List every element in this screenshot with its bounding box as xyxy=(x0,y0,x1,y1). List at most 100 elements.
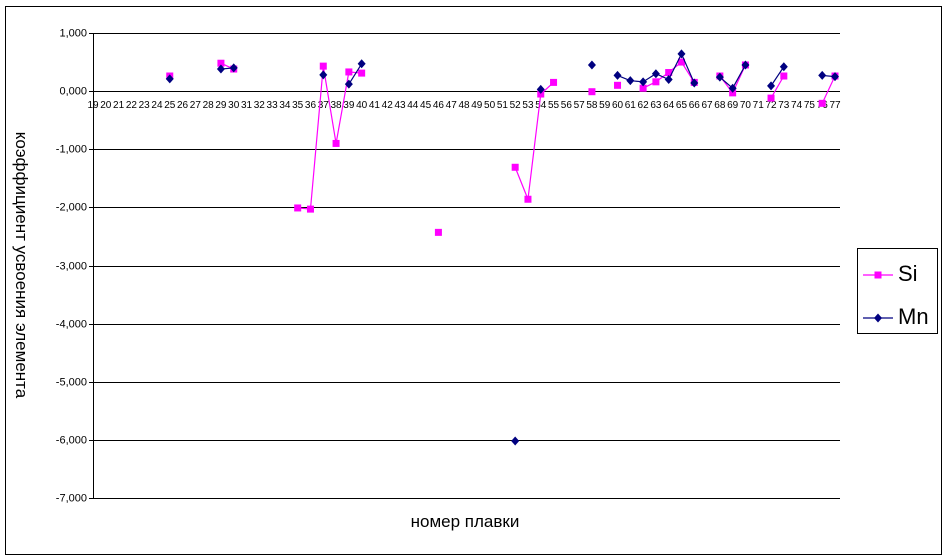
data-point xyxy=(613,70,622,80)
legend xyxy=(857,248,938,334)
x-tick-label: 25 xyxy=(164,100,176,111)
x-tick-label: 35 xyxy=(292,100,304,111)
x-tick-label: 32 xyxy=(254,100,266,111)
x-tick-label: 37 xyxy=(318,100,330,111)
y-axis-title: коэффициент усвоения элемента xyxy=(12,132,31,399)
data-point xyxy=(165,74,174,84)
x-tick-label: 41 xyxy=(369,100,381,111)
data-point xyxy=(690,78,699,88)
x-tick-label: 20 xyxy=(100,100,112,111)
x-tick-label: 40 xyxy=(356,100,368,111)
x-tick-label: 47 xyxy=(446,100,458,111)
data-point xyxy=(614,81,622,89)
x-tick-label: 27 xyxy=(190,100,202,111)
data-point xyxy=(306,205,314,213)
x-tick-label: 72 xyxy=(765,100,777,111)
x-tick-label: 50 xyxy=(484,100,496,111)
legend-marker xyxy=(874,313,882,323)
x-tick-label: 74 xyxy=(791,100,803,111)
x-tick-label: 73 xyxy=(778,100,790,111)
x-tick-label: 63 xyxy=(650,100,662,111)
x-tick-label: 52 xyxy=(510,100,522,111)
data-point xyxy=(677,49,686,59)
x-tick-label: 62 xyxy=(638,100,650,111)
data-point xyxy=(626,76,635,86)
x-tick-label: 43 xyxy=(394,100,406,111)
y-tick-label: -5,000 xyxy=(56,376,87,388)
x-tick-label: 34 xyxy=(279,100,291,111)
x-tick-label: 36 xyxy=(305,100,317,111)
x-tick-label: 42 xyxy=(382,100,394,111)
data-point xyxy=(332,139,340,147)
x-tick-label: 29 xyxy=(215,100,227,111)
x-tick-label: 51 xyxy=(497,100,509,111)
x-tick-label: 66 xyxy=(689,100,701,111)
data-point xyxy=(588,88,596,96)
x-tick-label: 57 xyxy=(574,100,586,111)
data-point xyxy=(587,60,596,70)
y-tick-label: -7,000 xyxy=(56,492,87,504)
data-point xyxy=(729,89,737,97)
data-point xyxy=(652,78,660,86)
x-tick-label: 69 xyxy=(727,100,739,111)
x-tick-label: 68 xyxy=(714,100,726,111)
data-point xyxy=(818,70,827,80)
data-point xyxy=(216,64,225,74)
data-point xyxy=(511,436,520,446)
x-tick-label: 70 xyxy=(740,100,752,111)
x-tick-label: 75 xyxy=(804,100,816,111)
x-tick-label: 30 xyxy=(228,100,240,111)
x-tick-label: 26 xyxy=(177,100,189,111)
legend-label: Mn xyxy=(898,304,929,329)
x-tick-label: 22 xyxy=(126,100,138,111)
x-tick-label: 56 xyxy=(561,100,573,111)
data-point xyxy=(651,69,660,79)
data-point xyxy=(741,60,750,70)
legend-marker xyxy=(874,271,882,279)
x-tick-label: 48 xyxy=(458,100,470,111)
x-tick-label: 65 xyxy=(676,100,688,111)
y-tick-label: -6,000 xyxy=(56,434,87,446)
x-tick-label: 49 xyxy=(471,100,483,111)
x-tick-label: 54 xyxy=(535,100,547,111)
data-point xyxy=(639,77,648,87)
data-point xyxy=(294,204,302,212)
x-tick-label: 21 xyxy=(113,100,125,111)
x-tick-label: 67 xyxy=(702,100,714,111)
data-point xyxy=(345,68,353,76)
data-point xyxy=(665,69,673,77)
data-point xyxy=(357,59,366,69)
x-tick-label: 61 xyxy=(625,100,637,111)
y-tick-label: -4,000 xyxy=(56,318,87,330)
data-point xyxy=(664,75,673,84)
data-point xyxy=(715,72,724,82)
x-tick-label: 64 xyxy=(663,100,675,111)
data-point xyxy=(550,78,558,86)
data-point xyxy=(677,58,685,66)
y-tick-label: 0,000 xyxy=(59,85,87,97)
x-tick-label: 24 xyxy=(151,100,163,111)
x-tick-label: 58 xyxy=(586,100,598,111)
x-tick-label: 23 xyxy=(139,100,151,111)
x-tick-label: 19 xyxy=(87,100,99,111)
data-point xyxy=(780,72,788,80)
data-point xyxy=(831,72,839,82)
data-point xyxy=(358,69,366,77)
data-point xyxy=(639,84,647,92)
y-tick-label: -1,000 xyxy=(56,143,87,155)
data-point xyxy=(229,63,238,73)
x-tick-label: 46 xyxy=(433,100,445,111)
legend-label: Si xyxy=(898,261,918,286)
data-point xyxy=(434,228,442,236)
data-point xyxy=(536,84,545,94)
x-tick-label: 77 xyxy=(829,100,841,111)
data-point xyxy=(217,59,225,67)
chart-border xyxy=(5,6,942,555)
x-tick-label: 55 xyxy=(548,100,560,111)
data-point xyxy=(511,163,519,171)
x-tick-label: 59 xyxy=(599,100,611,111)
x-tick-label: 39 xyxy=(343,100,355,111)
y-tick-label: -2,000 xyxy=(56,201,87,213)
x-tick-label: 44 xyxy=(407,100,419,111)
